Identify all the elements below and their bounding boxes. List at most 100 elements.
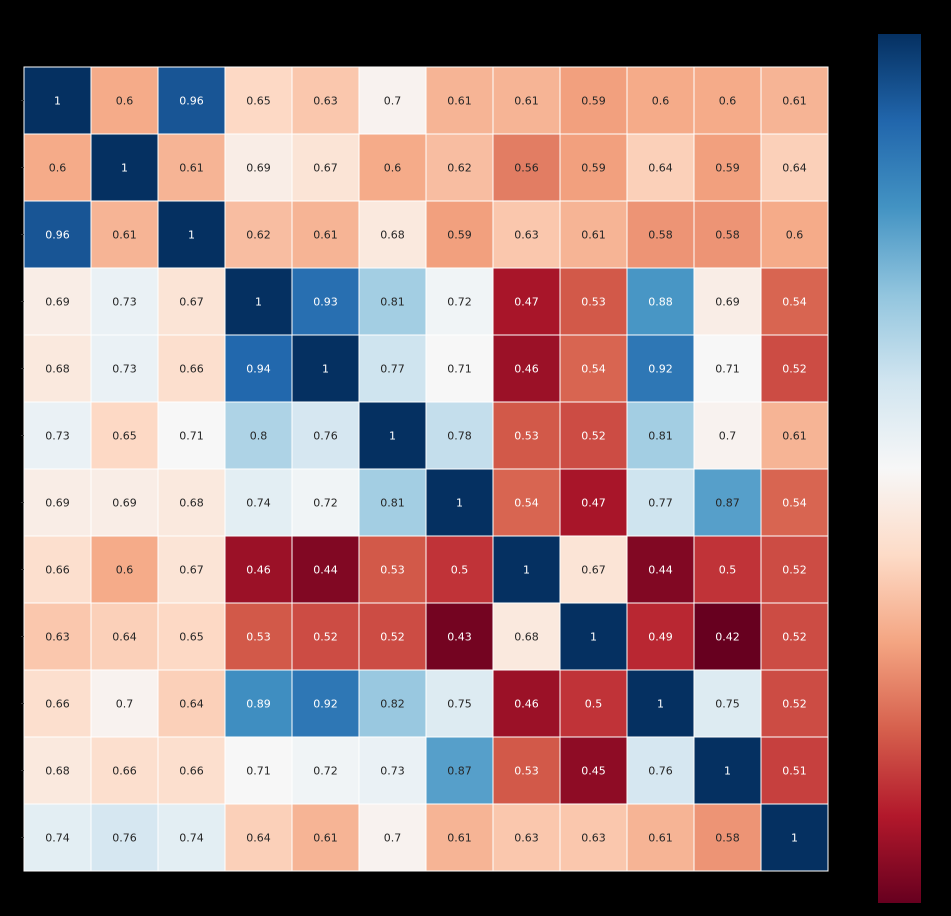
cell-annotation: 0.89 — [246, 698, 271, 711]
heatmap-cell — [90, 334, 159, 403]
heatmap-cell — [224, 133, 293, 202]
cell-annotation: 0.73 — [112, 363, 137, 376]
heatmap-cell — [425, 803, 494, 872]
heatmap-cell — [23, 401, 92, 470]
cell-annotation: 1 — [121, 162, 128, 175]
cell-annotation: 0.82 — [380, 698, 405, 711]
cell-annotation: 0.52 — [782, 698, 807, 711]
heatmap-cell — [760, 669, 829, 738]
cell-annotation: 1 — [791, 832, 798, 845]
cell-annotation: 0.6 — [384, 162, 402, 175]
cell-annotation: 0.63 — [514, 229, 539, 242]
heatmap-cell — [760, 401, 829, 470]
y-axis-ticks — [21, 100, 24, 838]
heatmap-cell — [157, 803, 226, 872]
heatmap-cell — [492, 535, 561, 604]
heatmap-cell — [358, 803, 427, 872]
cell-annotation: 0.74 — [246, 497, 271, 510]
heatmap-cell — [425, 602, 494, 671]
heatmap-cell — [760, 133, 829, 202]
heatmap-cell — [157, 535, 226, 604]
heatmap-cell — [626, 803, 695, 872]
colorbar — [878, 34, 921, 903]
heatmap-cell — [291, 133, 360, 202]
cell-annotation: 0.68 — [179, 497, 204, 510]
heatmap-cell — [559, 736, 628, 805]
heatmap-cell — [626, 535, 695, 604]
cell-annotation: 0.45 — [581, 765, 606, 778]
heatmap-cell — [90, 669, 159, 738]
cell-annotation: 0.75 — [447, 698, 472, 711]
cell-annotation: 0.94 — [246, 363, 271, 376]
cell-annotation: 0.96 — [179, 95, 204, 108]
cell-annotation: 0.68 — [380, 229, 405, 242]
cell-annotation: 0.66 — [45, 698, 70, 711]
cell-annotation: 0.68 — [45, 765, 70, 778]
heatmap-cell — [626, 468, 695, 537]
heatmap-cell — [224, 669, 293, 738]
heatmap-cell — [425, 468, 494, 537]
heatmap-cell — [760, 200, 829, 269]
cell-annotation: 0.68 — [514, 631, 539, 644]
cell-annotation: 0.52 — [581, 430, 606, 443]
cell-annotation: 0.51 — [782, 765, 807, 778]
heatmap-cell — [358, 133, 427, 202]
cell-annotation: 0.59 — [715, 162, 740, 175]
cell-annotation: 0.7 — [384, 832, 402, 845]
cell-annotation: 0.76 — [112, 832, 137, 845]
cell-annotation: 0.46 — [514, 698, 539, 711]
heatmap-cell — [693, 602, 762, 671]
cell-annotation: 0.69 — [45, 497, 70, 510]
cell-annotation: 0.61 — [447, 832, 472, 845]
heatmap-cell — [157, 602, 226, 671]
heatmap-cell — [693, 736, 762, 805]
heatmap-cell — [224, 401, 293, 470]
heatmap-cell — [492, 401, 561, 470]
heatmap-cell — [760, 468, 829, 537]
cell-annotation: 0.64 — [179, 698, 204, 711]
heatmap-cell — [157, 334, 226, 403]
heatmap-cell — [626, 736, 695, 805]
cell-annotation: 0.59 — [581, 95, 606, 108]
cell-annotation: 0.52 — [782, 564, 807, 577]
cell-annotation: 1 — [724, 765, 731, 778]
cell-annotation: 0.81 — [648, 430, 673, 443]
heatmap-cell — [358, 267, 427, 336]
cell-annotation: 0.63 — [581, 832, 606, 845]
heatmap-cell — [90, 803, 159, 872]
heatmap-cell — [425, 334, 494, 403]
cell-annotation: 0.52 — [782, 631, 807, 644]
heatmap-cell — [559, 267, 628, 336]
cell-annotation: 0.5 — [585, 698, 603, 711]
heatmap-cell — [425, 200, 494, 269]
cell-annotation: 0.58 — [648, 229, 673, 242]
cell-annotation: 0.5 — [719, 564, 737, 577]
cell-annotation: 0.78 — [447, 430, 472, 443]
heatmap-cell — [693, 803, 762, 872]
cell-annotation: 0.69 — [45, 296, 70, 309]
cell-annotation: 0.65 — [246, 95, 271, 108]
heatmap-cell — [224, 200, 293, 269]
heatmap-cell — [358, 468, 427, 537]
heatmap-cell — [23, 66, 92, 135]
cell-annotation: 0.44 — [648, 564, 673, 577]
heatmap-cell — [425, 133, 494, 202]
heatmap-cell — [157, 468, 226, 537]
heatmap-cell — [90, 133, 159, 202]
heatmap-cell — [760, 602, 829, 671]
cell-annotation: 0.67 — [313, 162, 338, 175]
cell-annotation: 1 — [54, 95, 61, 108]
heatmap-cell — [224, 602, 293, 671]
heatmap-cell — [760, 736, 829, 805]
cell-annotation: 0.44 — [313, 564, 338, 577]
heatmap-cell — [23, 535, 92, 604]
heatmap-cell — [626, 66, 695, 135]
heatmap-cell — [760, 803, 829, 872]
heatmap-cell — [425, 736, 494, 805]
cell-annotation: 0.43 — [447, 631, 472, 644]
heatmap-cell — [626, 401, 695, 470]
heatmap-cell — [90, 267, 159, 336]
cell-annotation: 0.6 — [116, 95, 134, 108]
cell-annotation: 0.87 — [715, 497, 740, 510]
